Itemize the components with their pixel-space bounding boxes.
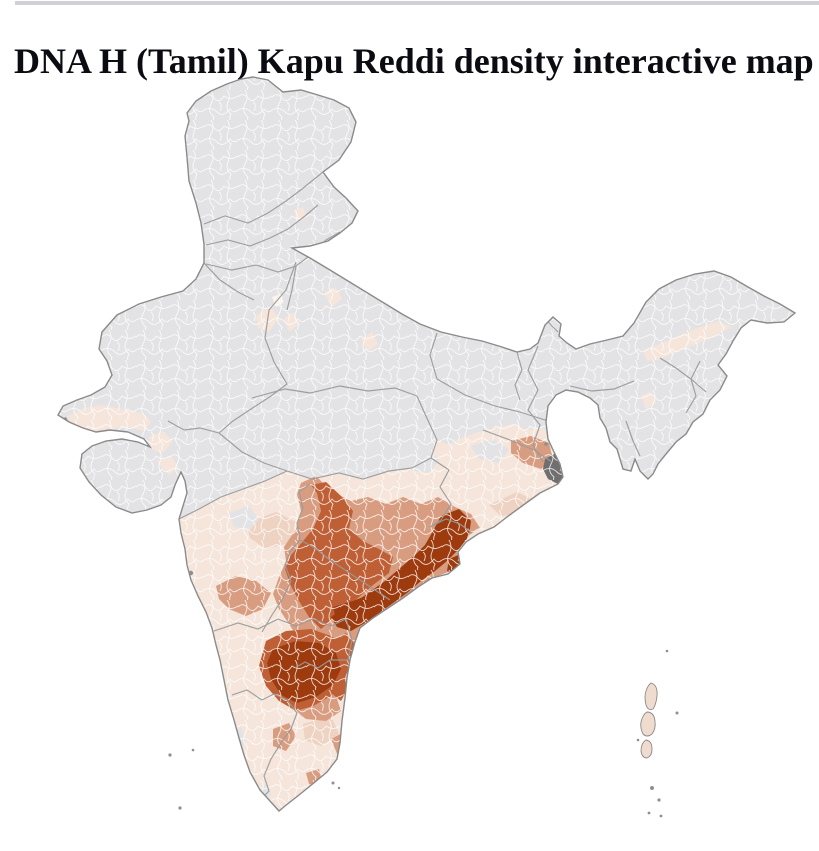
country-outline [57,76,797,812]
andaman-island-north[interactable] [644,682,658,710]
state-borders [167,171,707,800]
andaman-nicobar-islands[interactable] [640,682,658,759]
window-top-strip [15,1,819,5]
andaman-island-south[interactable] [640,739,653,759]
page-title: DNA H (Tamil) Kapu Reddi density interac… [14,41,814,82]
small-islands [168,649,679,818]
andaman-island-middle[interactable] [640,711,656,737]
